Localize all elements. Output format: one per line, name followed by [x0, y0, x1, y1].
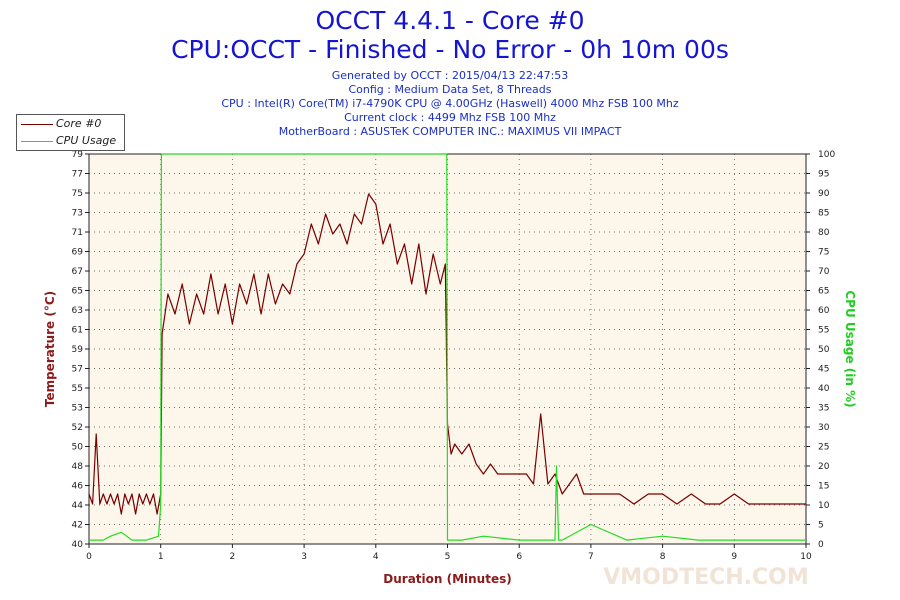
- x-tick-label: 5: [445, 552, 451, 562]
- y2-tick-label: 75: [818, 248, 829, 258]
- x-tick-label: 9: [731, 552, 737, 562]
- y-tick-label: 44: [72, 501, 84, 511]
- y2-tick-label: 100: [818, 150, 835, 160]
- series-line-cpu-usage: [89, 153, 806, 541]
- x-tick-label: 7: [588, 552, 594, 562]
- y-tick-label: 40: [72, 540, 84, 550]
- y2-tick-label: 95: [818, 170, 829, 180]
- legend-label-cpu-usage: CPU Usage: [56, 134, 117, 147]
- legend-item-cpu-usage: CPU Usage: [17, 133, 124, 149]
- x-tick-label: 4: [373, 552, 379, 562]
- series-line-core0: [88, 193, 806, 515]
- meta-motherboard: MotherBoard : ASUSTeK COMPUTER INC.: MAX…: [278, 125, 622, 138]
- legend: Core #0 CPU Usage: [16, 114, 125, 151]
- meta-cpu: CPU : Intel(R) Core(TM) i7-4790K CPU @ 4…: [221, 97, 679, 110]
- chart-subtitle: CPU:OCCT - Finished - No Error - 0h 10m …: [171, 35, 729, 64]
- y2-tick-label: 85: [818, 209, 829, 219]
- y2-tick-label: 25: [818, 443, 829, 453]
- x-tick-label: 3: [301, 552, 307, 562]
- y-tick-label: 73: [72, 209, 83, 219]
- y-tick-label: 71: [72, 228, 83, 238]
- y2-tick-label: 40: [818, 384, 830, 394]
- plot-frame: [88, 153, 807, 545]
- y-tick-label: 77: [72, 170, 83, 180]
- x-axis-title: Duration (Minutes): [383, 572, 511, 586]
- y2-tick-label: 30: [818, 423, 830, 433]
- y-axis-title: Temperature (°C): [43, 291, 57, 407]
- y2-tick-label: 50: [818, 345, 830, 355]
- legend-item-core0: Core #0: [17, 116, 124, 132]
- x-tick-label: 8: [660, 552, 666, 562]
- y2-tick-label: 35: [818, 404, 829, 414]
- y-tick-label: 48: [72, 462, 84, 472]
- y-tick-label: 57: [72, 365, 83, 375]
- legend-swatch-cpu-usage: [21, 141, 53, 142]
- y-tick-label: 52: [72, 423, 83, 433]
- y-tick-label: 55: [72, 384, 83, 394]
- x-tick-label: 2: [230, 552, 236, 562]
- y2-tick-label: 45: [818, 365, 829, 375]
- y2-axis-title: CPU Usage (in %): [843, 290, 857, 407]
- y2-tick-label: 15: [818, 482, 829, 492]
- y2-tick-label: 10: [818, 501, 830, 511]
- y2-tick-label: 5: [818, 521, 824, 531]
- y-tick-label: 42: [72, 521, 83, 531]
- y-tick-label: 53: [72, 404, 83, 414]
- y2-tick-label: 65: [818, 287, 829, 297]
- meta-generated: Generated by OCCT : 2015/04/13 22:47:53: [331, 69, 569, 82]
- x-tick-label: 0: [86, 552, 92, 562]
- y-tick-label: 65: [72, 287, 83, 297]
- x-tick-label: 10: [800, 552, 812, 562]
- x-tick-label: 1: [158, 552, 164, 562]
- x-tick-label: 6: [516, 552, 522, 562]
- y2-tick-label: 60: [818, 306, 830, 316]
- y2-tick-label: 20: [818, 462, 830, 472]
- meta-clock: Current clock : 4499 Mhz FSB 100 Mhz: [344, 111, 556, 124]
- y2-tick-label: 0: [818, 540, 824, 550]
- legend-label-core0: Core #0: [56, 117, 102, 130]
- y-tick-label: 61: [72, 326, 83, 336]
- y-tick-label: 63: [72, 306, 83, 316]
- y-tick-label: 79: [72, 150, 84, 160]
- watermark: VMODTECH.COM: [603, 565, 809, 590]
- chart-title: OCCT 4.4.1 - Core #0: [315, 6, 585, 35]
- legend-swatch-core0: [21, 124, 53, 125]
- y2-tick-label: 80: [818, 228, 830, 238]
- y2-tick-label: 55: [818, 326, 829, 336]
- y-tick-label: 50: [72, 443, 84, 453]
- y-tick-label: 67: [72, 267, 83, 277]
- meta-config: Config : Medium Data Set, 8 Threads: [348, 83, 552, 96]
- y-tick-label: 75: [72, 189, 83, 199]
- y-tick-label: 59: [72, 345, 84, 355]
- y2-tick-label: 90: [818, 189, 830, 199]
- y2-tick-label: 70: [818, 267, 830, 277]
- y-tick-label: 46: [72, 482, 84, 492]
- y-tick-label: 69: [72, 248, 84, 258]
